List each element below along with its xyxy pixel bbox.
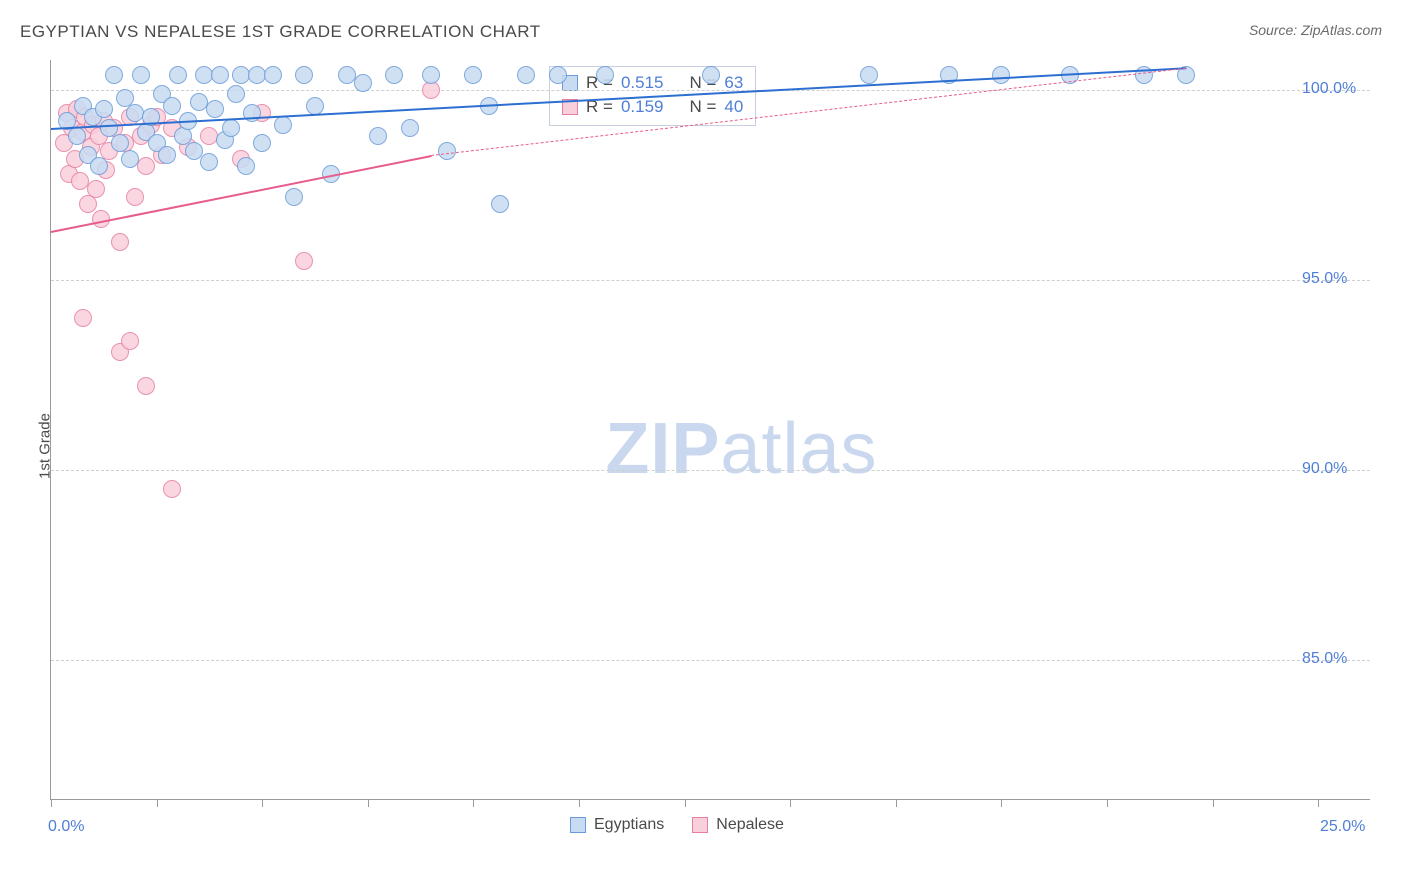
data-point <box>253 134 271 152</box>
x-tick <box>1001 799 1002 807</box>
data-point <box>74 309 92 327</box>
data-point <box>121 150 139 168</box>
x-tick <box>1107 799 1108 807</box>
data-point <box>185 142 203 160</box>
data-point <box>163 97 181 115</box>
data-point <box>860 66 878 84</box>
gridline <box>51 470 1370 471</box>
data-point <box>163 480 181 498</box>
data-point <box>369 127 387 145</box>
series-legend-item: Egyptians <box>570 816 664 834</box>
chart-title: EGYPTIAN VS NEPALESE 1ST GRADE CORRELATI… <box>20 22 541 42</box>
data-point <box>491 195 509 213</box>
data-point <box>264 66 282 84</box>
watermark-zip: ZIP <box>605 409 720 489</box>
x-tick-label: 0.0% <box>48 818 84 836</box>
x-tick-label: 25.0% <box>1320 818 1365 836</box>
data-point <box>126 188 144 206</box>
y-tick-label: 85.0% <box>1302 650 1347 668</box>
x-tick <box>896 799 897 807</box>
data-point <box>306 97 324 115</box>
gridline <box>51 280 1370 281</box>
gridline <box>51 90 1370 91</box>
regression-line-extrapolated <box>431 68 1186 156</box>
x-tick <box>157 799 158 807</box>
legend-n-value: 40 <box>724 97 743 117</box>
legend-swatch <box>570 817 586 833</box>
data-point <box>68 127 86 145</box>
data-point <box>211 66 229 84</box>
watermark: ZIPatlas <box>605 408 877 490</box>
data-point <box>169 66 187 84</box>
x-tick <box>473 799 474 807</box>
data-point <box>90 157 108 175</box>
data-point <box>422 66 440 84</box>
data-point <box>385 66 403 84</box>
data-point <box>295 66 313 84</box>
data-point <box>354 74 372 92</box>
data-point <box>702 66 720 84</box>
data-point <box>295 252 313 270</box>
data-point <box>464 66 482 84</box>
series-legend-item: Nepalese <box>692 816 784 834</box>
data-point <box>285 188 303 206</box>
x-tick <box>790 799 791 807</box>
data-point <box>596 66 614 84</box>
data-point <box>274 116 292 134</box>
data-point <box>222 119 240 137</box>
data-point <box>158 146 176 164</box>
data-point <box>992 66 1010 84</box>
legend-swatch <box>692 817 708 833</box>
x-tick <box>579 799 580 807</box>
data-point <box>227 85 245 103</box>
legend-r-value: 0.159 <box>621 97 664 117</box>
series-name: Nepalese <box>716 816 784 834</box>
data-point <box>206 100 224 118</box>
data-point <box>401 119 419 137</box>
data-point <box>95 100 113 118</box>
data-point <box>132 66 150 84</box>
data-point <box>111 233 129 251</box>
data-point <box>517 66 535 84</box>
data-point <box>87 180 105 198</box>
data-point <box>549 66 567 84</box>
source-attribution: Source: ZipAtlas.com <box>1249 22 1382 38</box>
x-tick <box>368 799 369 807</box>
data-point <box>237 157 255 175</box>
series-legend: Egyptians Nepalese <box>570 816 784 834</box>
x-tick <box>51 799 52 807</box>
series-name: Egyptians <box>594 816 664 834</box>
scatter-plot-area: ZIPatlas R =0.515N =63R =0.159N =40 <box>50 60 1370 800</box>
data-point <box>200 153 218 171</box>
x-tick <box>1213 799 1214 807</box>
watermark-atlas: atlas <box>720 409 877 489</box>
data-point <box>438 142 456 160</box>
gridline <box>51 660 1370 661</box>
x-tick <box>1318 799 1319 807</box>
data-point <box>105 66 123 84</box>
data-point <box>137 157 155 175</box>
data-point <box>137 377 155 395</box>
y-tick-label: 95.0% <box>1302 270 1347 288</box>
data-point <box>121 332 139 350</box>
y-tick-label: 90.0% <box>1302 460 1347 478</box>
x-tick <box>262 799 263 807</box>
y-tick-label: 100.0% <box>1302 80 1356 98</box>
legend-n-label: N = <box>689 97 716 117</box>
x-tick <box>685 799 686 807</box>
